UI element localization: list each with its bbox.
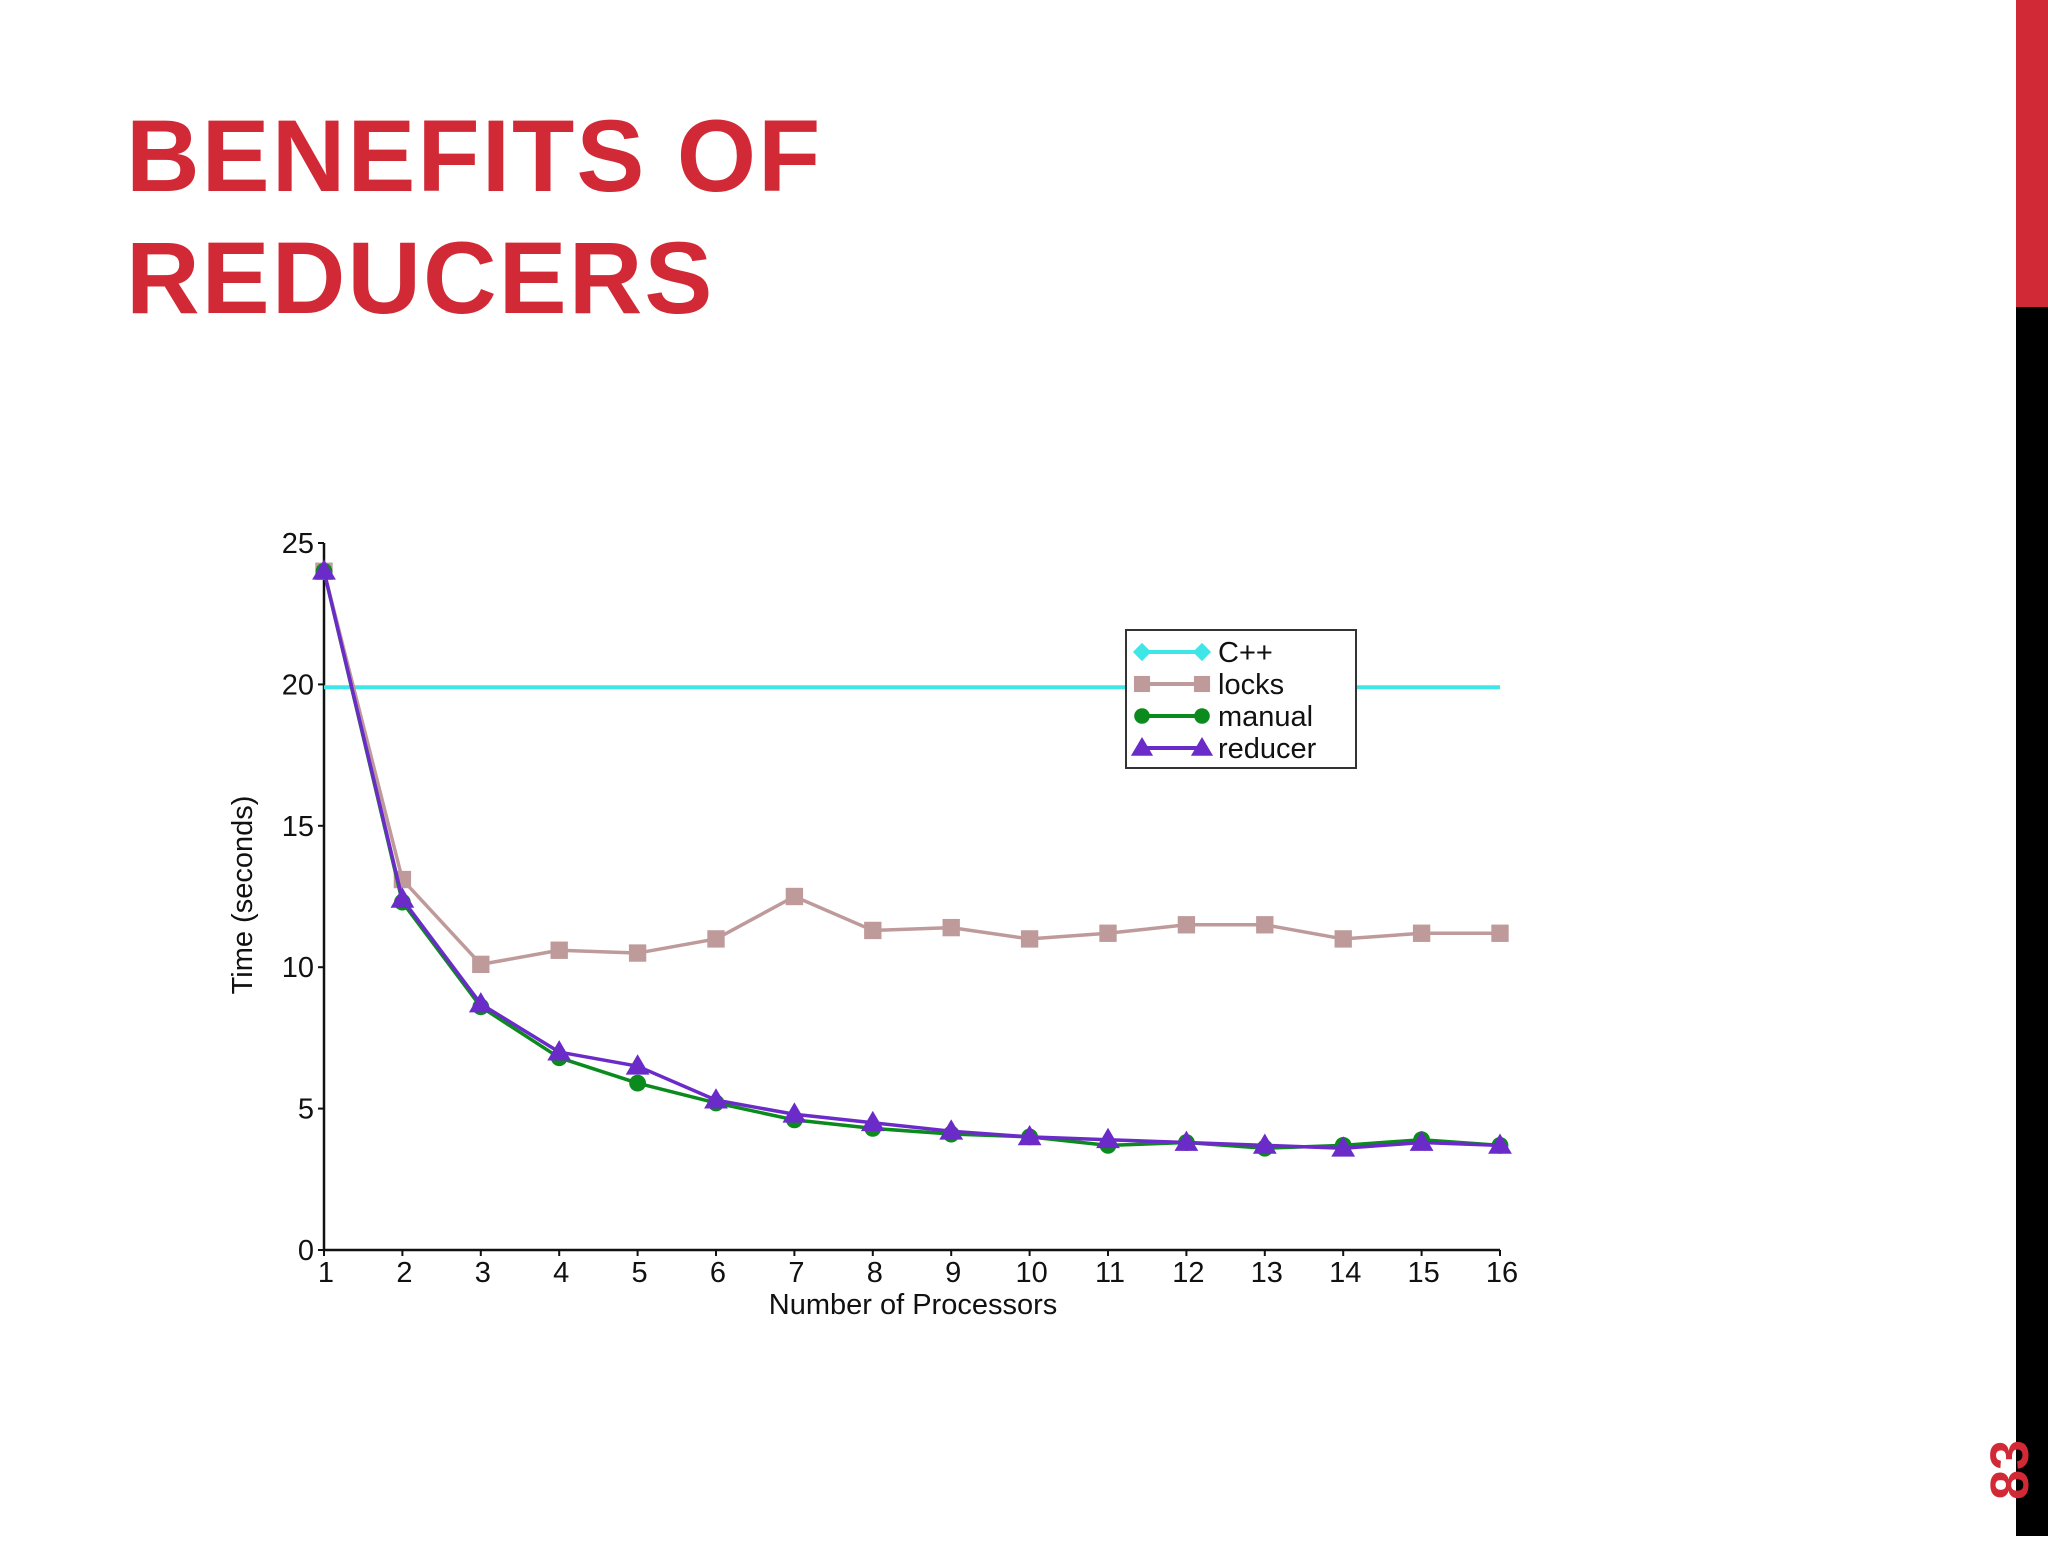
data-point <box>1017 1124 1042 1146</box>
legend-marker <box>1134 708 1150 724</box>
y-tick-label: 15 <box>282 811 314 843</box>
series-locks <box>315 562 1509 974</box>
x-tick-label: 5 <box>632 1257 648 1289</box>
data-point <box>1409 1130 1434 1151</box>
slide-title-line-2: REDUCERS <box>126 221 715 335</box>
series-reducer <box>312 559 1512 1157</box>
x-tick-label: 9 <box>945 1257 961 1289</box>
data-point <box>1252 1133 1277 1154</box>
x-tick-label: 1 <box>318 1257 334 1289</box>
data-point <box>939 1119 964 1140</box>
y-tick-label: 10 <box>282 952 314 984</box>
data-point <box>625 1054 650 1075</box>
legend-marker <box>1193 675 1211 693</box>
data-point <box>1491 924 1509 942</box>
data-point <box>704 1088 728 1109</box>
x-tick-label: 8 <box>867 1257 883 1289</box>
data-point <box>550 941 568 959</box>
x-tick-label: 16 <box>1486 1257 1518 1289</box>
legend-label: C++ <box>1218 637 1273 669</box>
legend-marker <box>1133 675 1151 693</box>
x-tick-label: 13 <box>1251 1257 1283 1289</box>
data-point <box>785 887 804 906</box>
legend-marker <box>1192 642 1212 662</box>
data-point <box>1256 916 1274 934</box>
data-point <box>1334 930 1352 948</box>
sidebar-accent-black <box>2016 307 2048 1536</box>
sidebar-accent-red <box>2016 0 2048 307</box>
data-point <box>628 944 647 962</box>
data-point <box>1331 1136 1356 1157</box>
data-point <box>707 930 725 948</box>
x-tick-label: 7 <box>788 1257 804 1289</box>
data-point <box>1488 1133 1512 1154</box>
legend-marker <box>1194 708 1210 724</box>
data-point <box>1099 924 1117 942</box>
data-point <box>942 918 960 937</box>
legend-marker <box>1130 736 1154 756</box>
legend-entry: locks <box>1133 669 1284 701</box>
x-tick-label: 11 <box>1095 1257 1125 1289</box>
x-tick-label: 10 <box>1015 1257 1047 1289</box>
x-tick-label: 2 <box>396 1257 412 1289</box>
x-axis-label: Number of Processors <box>769 1289 1058 1321</box>
legend-entry: C++ <box>1132 637 1273 669</box>
data-point <box>1174 1130 1199 1151</box>
x-tick-label: 6 <box>710 1257 726 1289</box>
x-tick-label: 15 <box>1407 1257 1439 1289</box>
series-line <box>322 570 1500 967</box>
y-tick-label: 0 <box>298 1235 314 1267</box>
data-point <box>629 1074 646 1092</box>
data-point <box>1020 930 1039 948</box>
data-point <box>468 992 493 1013</box>
x-tick-label: 14 <box>1329 1257 1361 1289</box>
data-point <box>1096 1127 1120 1149</box>
data-point <box>864 921 882 940</box>
series-line <box>322 570 1501 1150</box>
data-point <box>312 559 336 580</box>
x-tick-label: 12 <box>1172 1257 1204 1289</box>
slide-title: BENEFITS OF REDUCERS <box>126 95 822 339</box>
data-point <box>390 887 415 908</box>
data-point <box>860 1110 885 1132</box>
y-tick-label: 5 <box>298 1094 314 1126</box>
data-point <box>472 955 490 974</box>
legend-entry: reducer <box>1130 733 1317 765</box>
legend-label: locks <box>1218 669 1284 701</box>
data-point <box>1177 916 1196 934</box>
y-tick-label: 25 <box>282 528 314 560</box>
x-tick-label: 3 <box>475 1257 491 1289</box>
x-tick-label: 4 <box>553 1257 569 1289</box>
data-point <box>547 1040 572 1061</box>
y-tick-label: 20 <box>282 669 314 701</box>
legend-label: manual <box>1218 701 1313 733</box>
slide-title-line-1: BENEFITS OF <box>126 99 823 213</box>
y-axis-label: Time (seconds) <box>227 796 259 995</box>
legend-marker <box>1132 642 1152 662</box>
legend-marker <box>1190 736 1214 756</box>
data-point <box>1412 924 1431 942</box>
legend-entry: manual <box>1134 701 1313 733</box>
data-point <box>782 1102 807 1123</box>
legend-label: reducer <box>1218 733 1317 765</box>
